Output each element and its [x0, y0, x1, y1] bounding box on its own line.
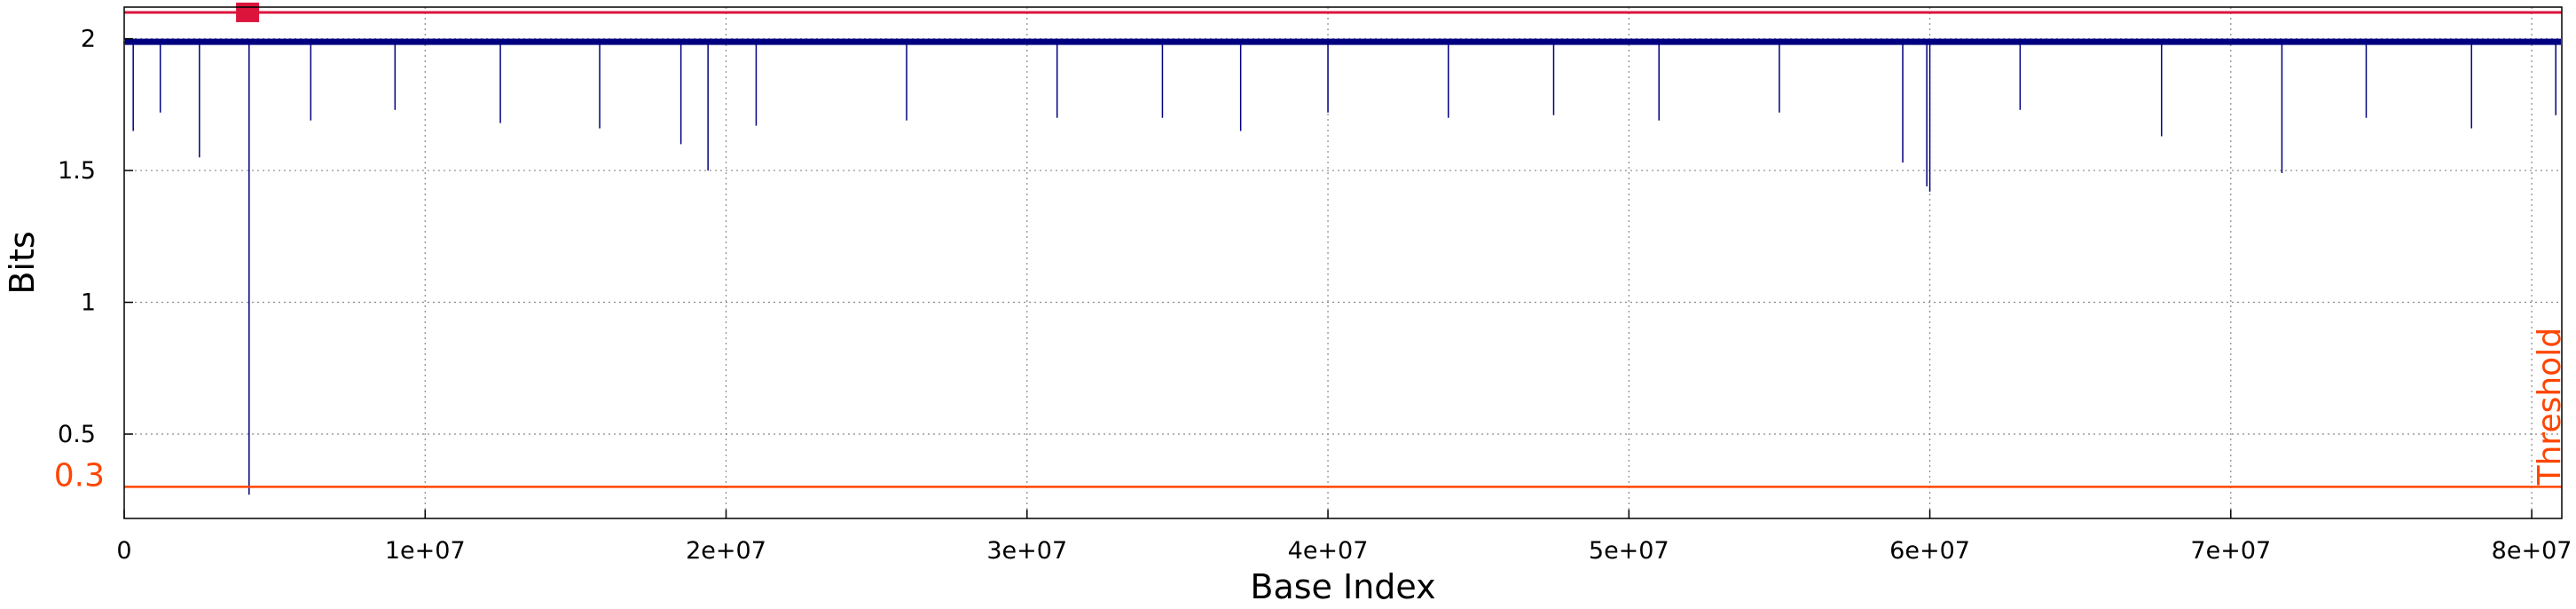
plot-frame	[123, 6, 2563, 519]
reference-lines	[124, 2, 2562, 488]
x-tick-label: 7e+07	[2190, 537, 2271, 565]
threshold-value-label: 0.3	[54, 457, 105, 494]
x-tick-label: 0	[116, 537, 131, 565]
series-band	[125, 38, 2561, 45]
x-tick-label: 4e+07	[1288, 537, 1369, 565]
threshold-text: Threshold	[2532, 328, 2568, 486]
x-tick-label: 2e+07	[686, 537, 766, 565]
x-tick-label: 8e+07	[2492, 537, 2572, 565]
series-layer	[123, 38, 2561, 495]
y-tick-label: 2	[81, 26, 96, 53]
x-tick-label: 1e+07	[385, 537, 466, 565]
x-tick-label: 6e+07	[1889, 537, 1970, 565]
series-marker	[236, 2, 260, 22]
axis-ticks: 0 1e+07 2e+07 3e+07 4e+07 5e+07 6e+07 7e+07 8e+0…	[58, 26, 2572, 565]
y-tick-label: 1.5	[58, 157, 96, 185]
x-tick-label: 5e+07	[1589, 537, 1669, 565]
y-tick-label: 0.5	[58, 421, 96, 448]
x-axis-title: Base Index	[1250, 567, 1435, 606]
grid-lines	[124, 7, 2562, 518]
x-tick-label: 3e+07	[986, 537, 1067, 565]
y-axis-title: Bits	[3, 231, 42, 294]
y-tick-label: 1	[81, 289, 96, 317]
